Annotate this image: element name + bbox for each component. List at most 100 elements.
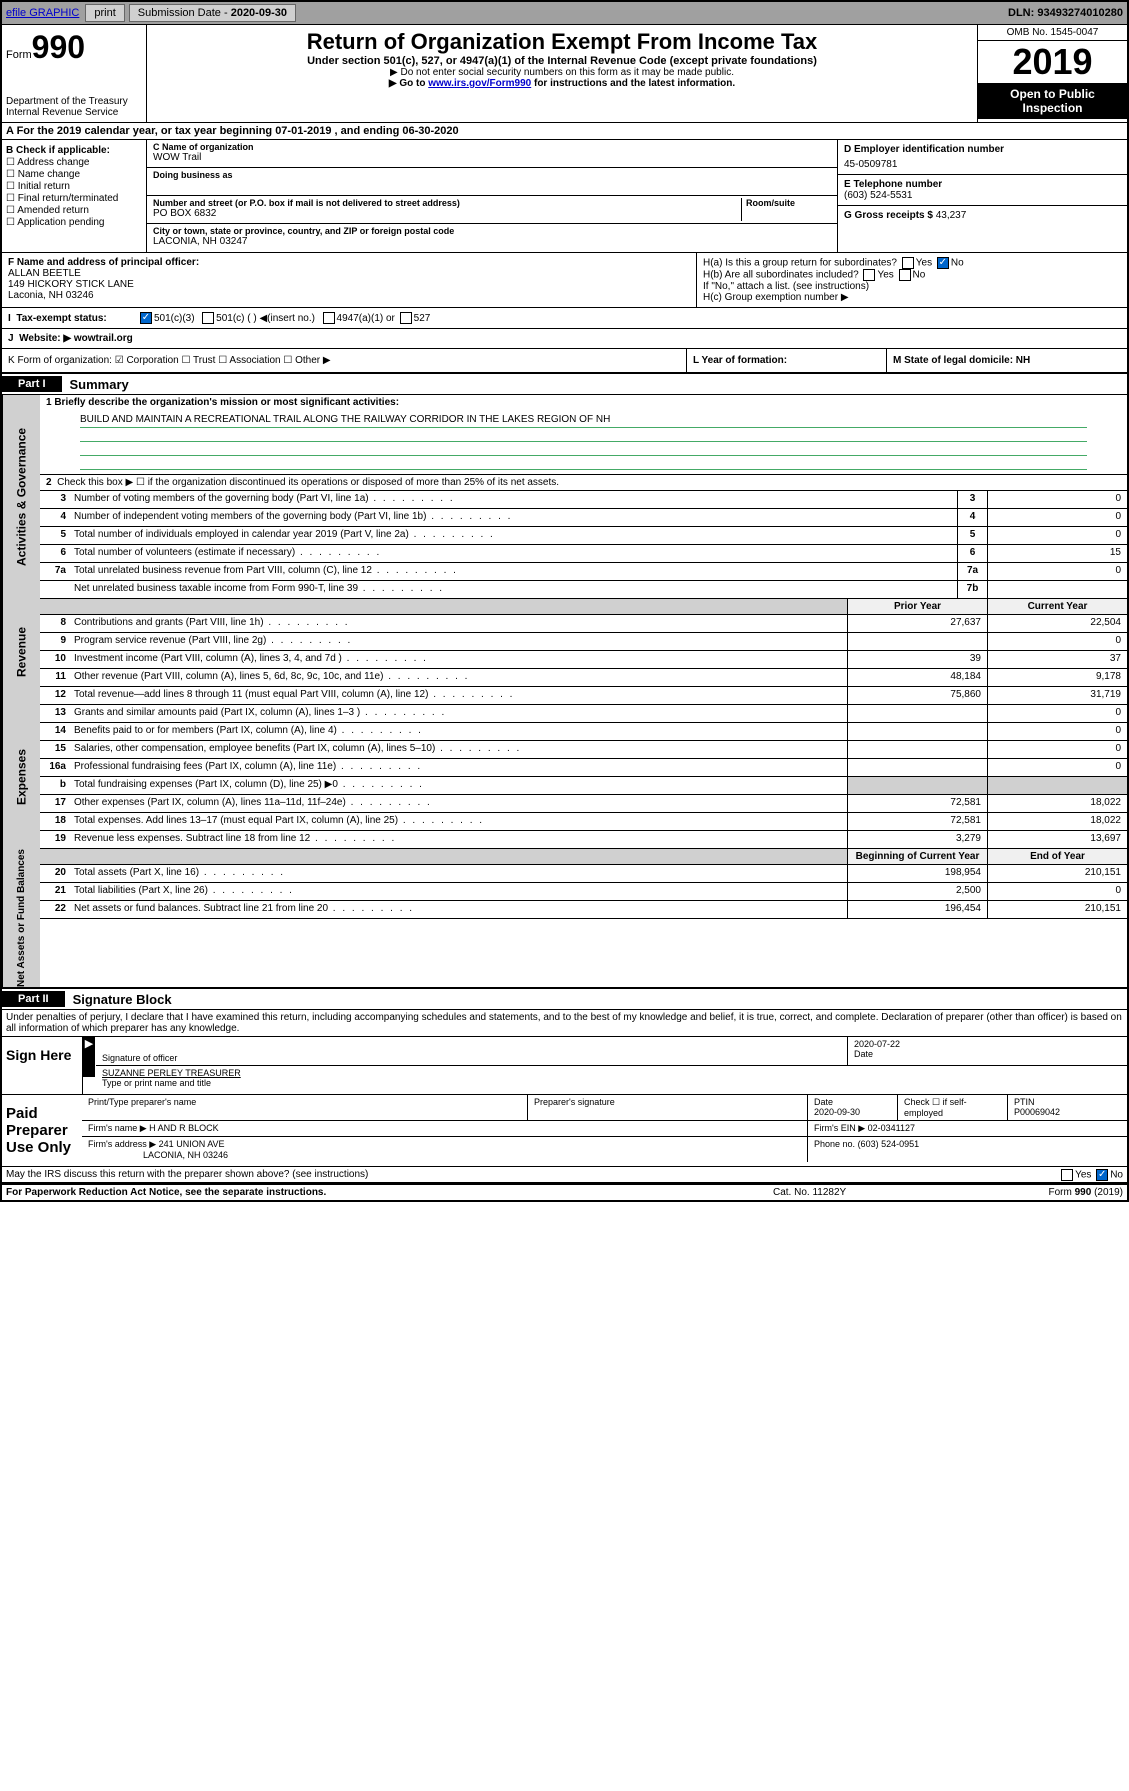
hb-yes[interactable] [863, 269, 875, 281]
hc-label: H(c) Group exemption number ▶ [703, 292, 1121, 303]
prep-date-label: Date [814, 1097, 833, 1107]
form-of-org: K Form of organization: ☑ Corporation ☐ … [2, 349, 687, 372]
table-row: 16aProfessional fundraising fees (Part I… [40, 759, 1127, 777]
form-number: 990 [32, 29, 85, 65]
ha-yes[interactable] [902, 257, 914, 269]
hdr-beginning: Beginning of Current Year [847, 849, 987, 864]
cb-4947[interactable] [323, 312, 335, 324]
cb-501c[interactable] [202, 312, 214, 324]
firm-addr-label: Firm's address ▶ [88, 1139, 156, 1149]
top-bar: efile GRAPHIC print Submission Date - 20… [2, 2, 1127, 25]
print-button[interactable]: print [85, 4, 124, 22]
opt-4947: 4947(a)(1) or [337, 313, 395, 324]
mission-line4 [80, 456, 1087, 470]
part2-title: Signature Block [73, 992, 172, 1007]
gov-row: 6Total number of volunteers (estimate if… [40, 545, 1127, 563]
cb-final-return[interactable]: ☐ Final return/terminated [6, 193, 142, 204]
q1-label: 1 Briefly describe the organization's mi… [46, 397, 399, 408]
section-net-assets: Net Assets or Fund Balances [2, 849, 40, 987]
section-expenses: Expenses [2, 705, 40, 849]
cb-527[interactable] [400, 312, 412, 324]
sig-officer-label: Signature of officer [102, 1053, 841, 1063]
prep-sig-label: Preparer's signature [527, 1095, 807, 1120]
table-row: 8Contributions and grants (Part VIII, li… [40, 615, 1127, 633]
part2-header: Part II [2, 991, 65, 1007]
open-inspection: Open to Public Inspection [978, 83, 1127, 119]
firm-ein: 02-0341127 [868, 1123, 915, 1133]
addr-label: Number and street (or P.O. box if mail i… [153, 198, 741, 208]
opt-501c3: 501(c)(3) [154, 313, 195, 324]
mission-line3 [80, 442, 1087, 456]
mission-text: BUILD AND MAINTAIN A RECREATIONAL TRAIL … [80, 414, 1087, 428]
part1-header: Part I [2, 376, 62, 392]
firm-phone: (603) 524-0951 [858, 1139, 920, 1149]
table-row: 9Program service revenue (Part VIII, lin… [40, 633, 1127, 651]
gov-row: 5Total number of individuals employed in… [40, 527, 1127, 545]
cb-amended[interactable]: ☐ Amended return [6, 205, 142, 216]
tax-status-label: Tax-exempt status: [16, 313, 106, 324]
footer-year: 2019 [1097, 1187, 1119, 1198]
gov-row: 7aTotal unrelated business revenue from … [40, 563, 1127, 581]
cb-address-change[interactable]: ☐ Address change [6, 157, 142, 168]
addr-value: PO BOX 6832 [153, 208, 741, 219]
prep-date: 2020-09-30 [814, 1107, 860, 1117]
footer-paperwork: For Paperwork Reduction Act Notice, see … [6, 1187, 773, 1198]
gross-label: G Gross receipts $ [844, 210, 936, 221]
table-row: 13Grants and similar amounts paid (Part … [40, 705, 1127, 723]
form-header: Form990 Department of the Treasury Inter… [2, 25, 1127, 123]
part1-title: Summary [70, 377, 129, 392]
phone-label: E Telephone number [844, 179, 1121, 190]
no-text: No [951, 258, 964, 269]
opt-501c: 501(c) ( ) ◀(insert no.) [216, 313, 315, 324]
table-row: 11Other revenue (Part VIII, column (A), … [40, 669, 1127, 687]
efile-link[interactable]: efile GRAPHIC [6, 7, 79, 19]
note-goto-post: for instructions and the latest informat… [531, 78, 735, 89]
form-prefix: Form [6, 49, 32, 61]
sig-date: 2020-07-22 [854, 1039, 1121, 1049]
discuss-label: May the IRS discuss this return with the… [6, 1169, 368, 1180]
city-label: City or town, state or province, country… [153, 226, 831, 236]
hb-no[interactable] [899, 269, 911, 281]
ptin-label: PTIN [1014, 1097, 1035, 1107]
discuss-yes-text: Yes [1075, 1170, 1091, 1181]
discuss-no[interactable]: ✓ [1096, 1169, 1108, 1181]
hb-note: If "No," attach a list. (see instruction… [703, 281, 1121, 292]
col-b-label: B Check if applicable: [6, 145, 142, 156]
firm-ein-label: Firm's EIN ▶ [814, 1123, 865, 1133]
sub-date-label: Submission Date - [138, 7, 231, 19]
year-formation: L Year of formation: [693, 355, 787, 366]
officer-label: F Name and address of principal officer: [8, 257, 199, 268]
table-row: 15Salaries, other compensation, employee… [40, 741, 1127, 759]
yes-text: Yes [916, 258, 932, 269]
footer-catno: Cat. No. 11282Y [773, 1187, 973, 1198]
sub-date-value: 2020-09-30 [231, 7, 287, 19]
table-row: bTotal fundraising expenses (Part IX, co… [40, 777, 1127, 795]
firm-addr1: 241 UNION AVE [159, 1139, 225, 1149]
cb-application-pending[interactable]: ☐ Application pending [6, 217, 142, 228]
firm-name: H AND R BLOCK [149, 1123, 219, 1133]
hdr-current-year: Current Year [987, 599, 1127, 614]
dln-label: DLN: 93493274010280 [1008, 7, 1123, 19]
submission-date-button: Submission Date - 2020-09-30 [129, 4, 296, 22]
col-b-checkboxes: B Check if applicable: ☐ Address change … [2, 140, 147, 252]
phone-value: (603) 524-5531 [844, 190, 1121, 201]
yes-text2: Yes [877, 270, 893, 281]
table-row: 19Revenue less expenses. Subtract line 1… [40, 831, 1127, 849]
sig-name-label: Type or print name and title [102, 1078, 1121, 1088]
org-name-label: C Name of organization [153, 142, 831, 152]
ha-no[interactable]: ✓ [937, 257, 949, 269]
form-title: Return of Organization Exempt From Incom… [151, 29, 973, 55]
website-label: Website: ▶ [19, 333, 71, 344]
mission-line2 [80, 428, 1087, 442]
cb-name-change[interactable]: ☐ Name change [6, 169, 142, 180]
hdr-prior-year: Prior Year [847, 599, 987, 614]
room-label: Room/suite [746, 198, 831, 208]
note-goto-link[interactable]: www.irs.gov/Form990 [428, 78, 531, 89]
cb-initial-return[interactable]: ☐ Initial return [6, 181, 142, 192]
table-row: 18Total expenses. Add lines 13–17 (must … [40, 813, 1127, 831]
declaration-text: Under penalties of perjury, I declare th… [2, 1010, 1127, 1037]
cb-501c3[interactable]: ✓ [140, 312, 152, 324]
discuss-yes[interactable] [1061, 1169, 1073, 1181]
form-subtitle: Under section 501(c), 527, or 4947(a)(1)… [151, 55, 973, 67]
table-row: 20Total assets (Part X, line 16) 198,954… [40, 865, 1127, 883]
